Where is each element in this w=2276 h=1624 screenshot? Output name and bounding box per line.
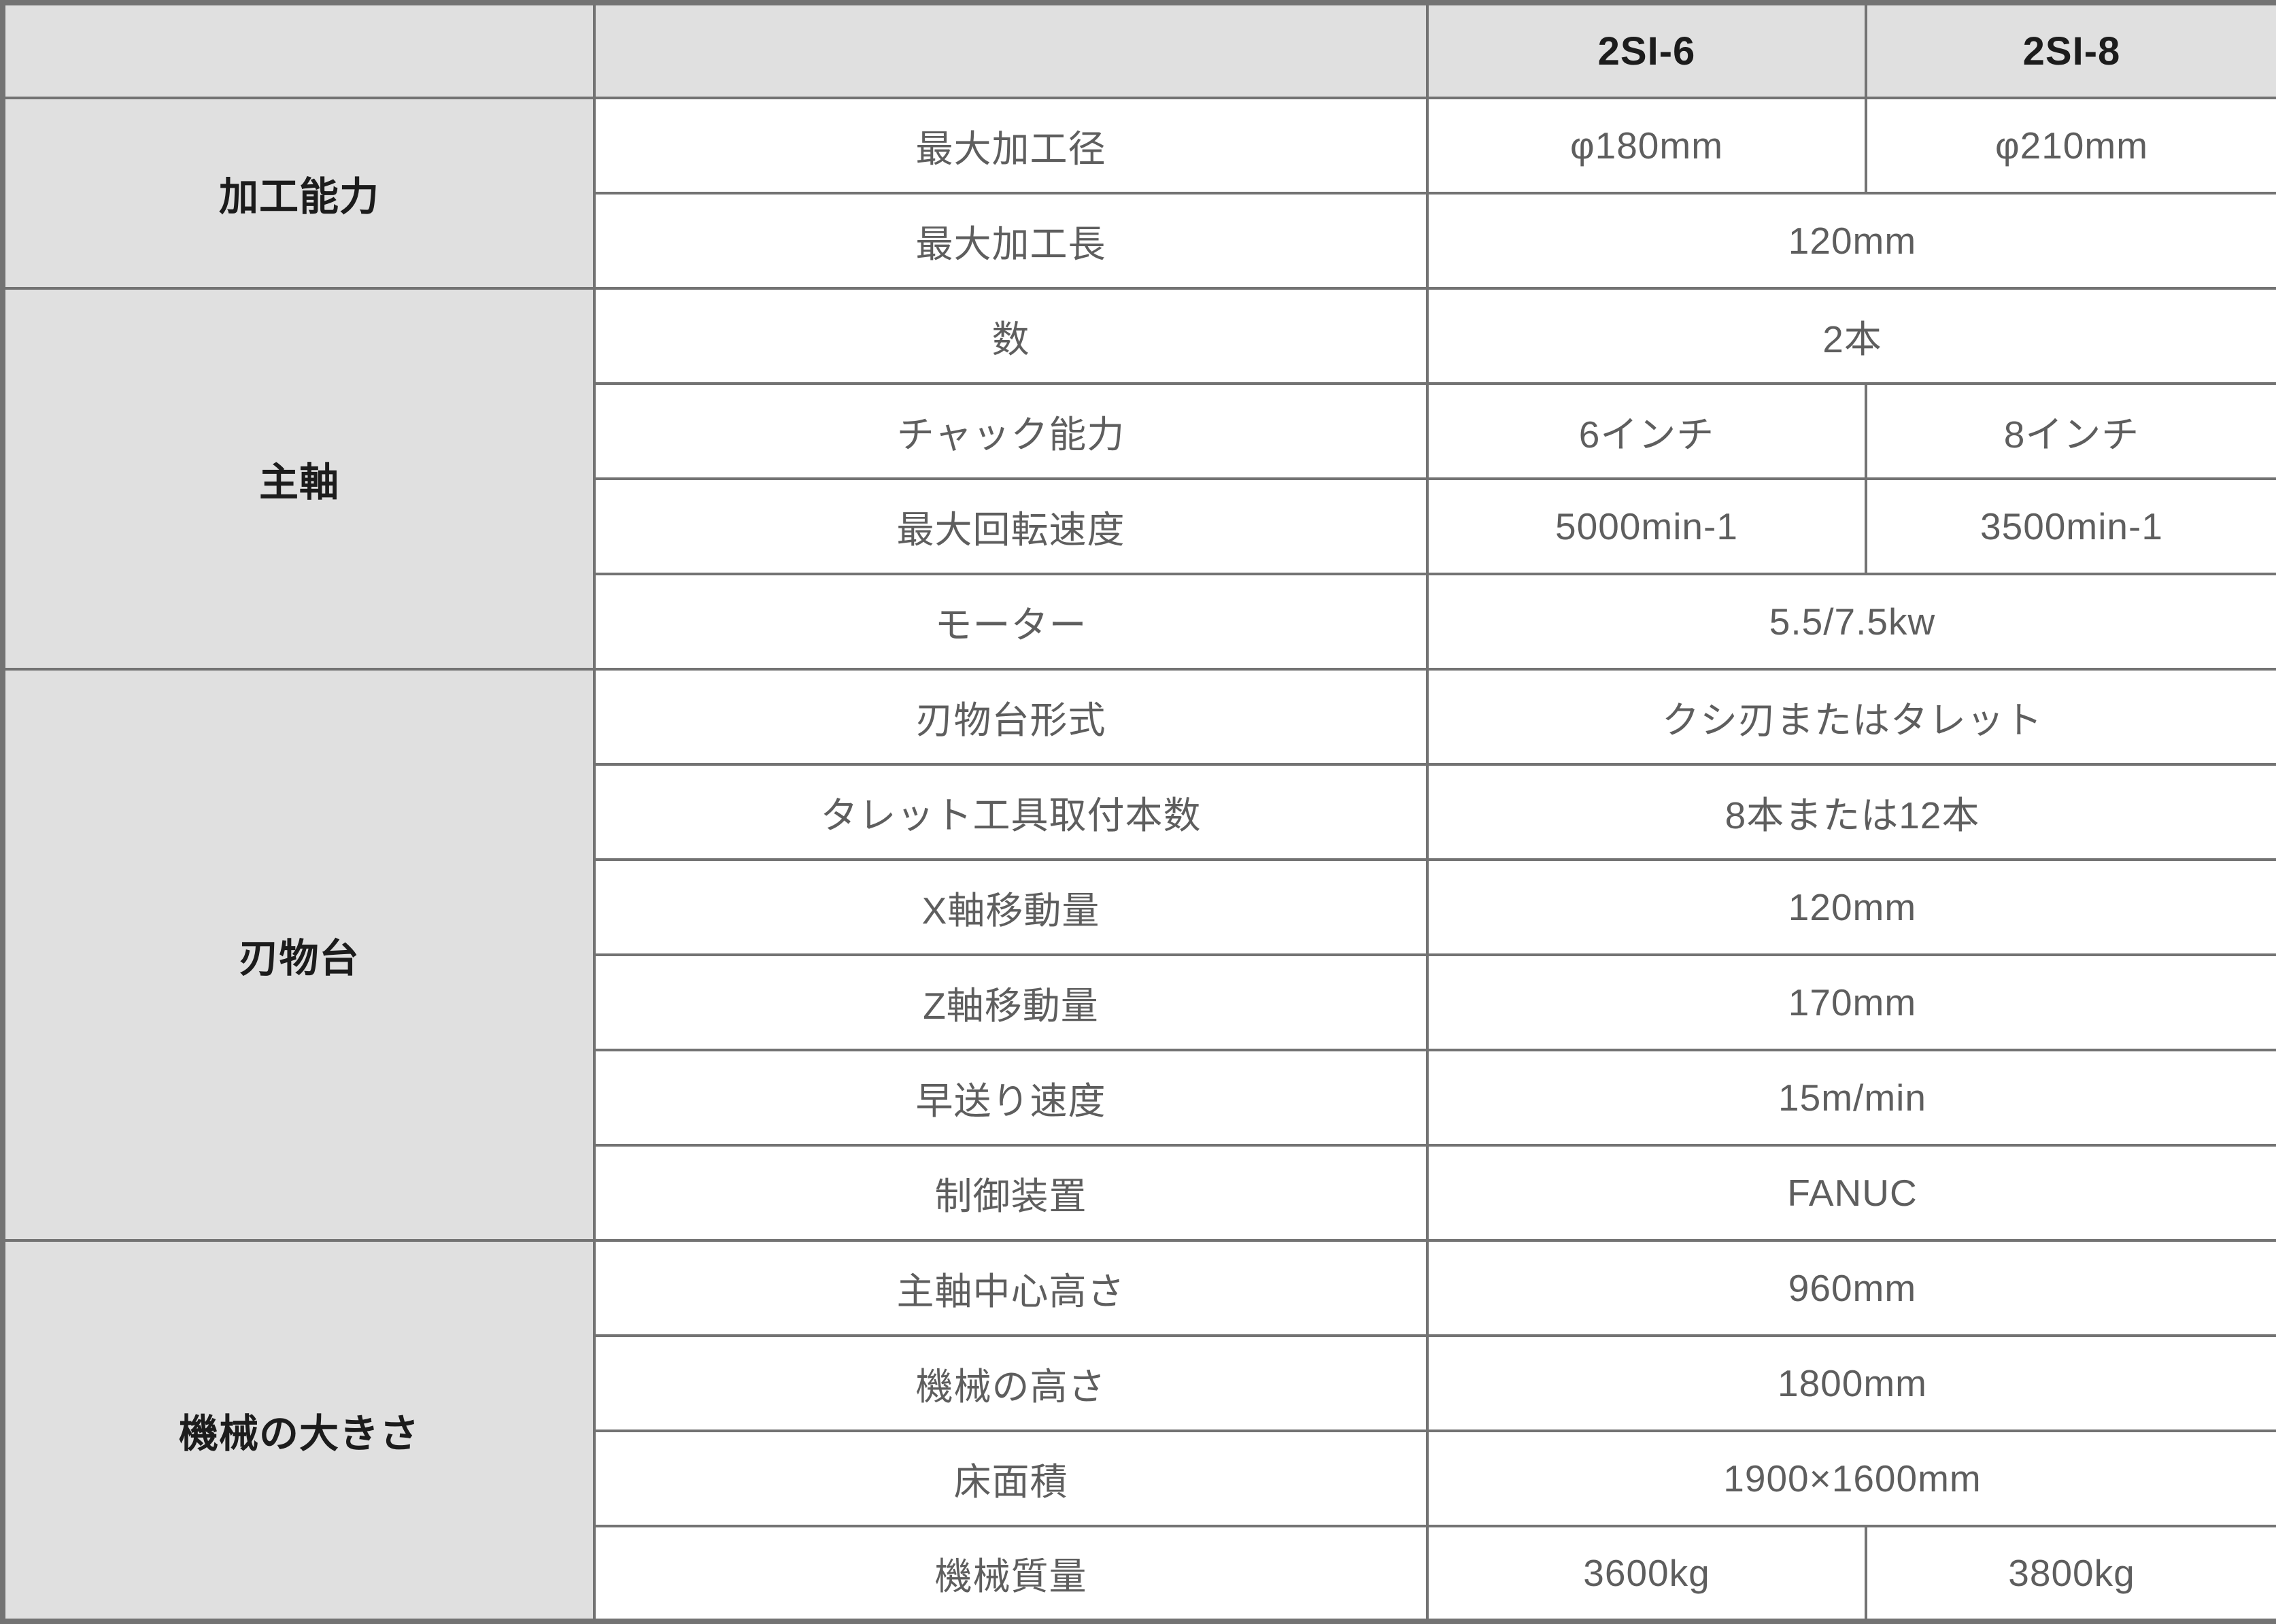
table-row: タレット工具取付本数 8本または12本 — [3, 763, 2276, 861]
value-spindle-center-height-shared: 960mm — [1426, 1239, 2276, 1337]
value-max-machining-diameter-2si6: φ180mm — [1426, 97, 1867, 194]
value-chuck-capacity-2si6: 6インチ — [1426, 382, 1867, 480]
table-row: Z軸移動量 170mm — [3, 953, 2276, 1051]
value-chuck-capacity-2si8: 8インチ — [1865, 382, 2276, 480]
header-blank-label-cell — [593, 1, 1429, 99]
label-turret-tool-count: タレット工具取付本数 — [593, 763, 1429, 861]
table-row: 最大加工長 120mm — [3, 192, 2276, 290]
label-control-unit: 制御装置 — [593, 1144, 1429, 1242]
header-row: 2SI-6 2SI-8 — [1, 1, 2276, 99]
value-z-axis-travel-shared: 170mm — [1426, 953, 2276, 1051]
label-spindle-center-height: 主軸中心高さ — [593, 1239, 1429, 1337]
value-tool-post-type-shared: クシ刃またはタレット — [1426, 668, 2276, 766]
value-turret-tool-count-shared: 8本または12本 — [1426, 763, 2276, 861]
value-x-axis-travel-shared: 120mm — [1426, 858, 2276, 956]
label-spindle-count: 数 — [593, 287, 1429, 385]
table-row: 最大回転速度 5000min-1 3500min-1 — [3, 477, 2276, 575]
col-header-model-2si8: 2SI-8 — [1865, 1, 2276, 99]
section-cell-tool-post: 刃物台 — [1, 668, 596, 1242]
table-row: モーター 5.5/7.5kw — [3, 573, 2276, 671]
section-cell-machine-size: 機械の大きさ — [1, 1239, 596, 1623]
label-z-axis-travel: Z軸移動量 — [593, 953, 1429, 1051]
table-row: 早送り速度 15m/min — [3, 1049, 2276, 1147]
table-row: 制御装置 FANUC — [3, 1144, 2276, 1242]
table-row: チャック能力 6インチ 8インチ — [3, 382, 2276, 480]
value-max-rotation-speed-2si6: 5000min-1 — [1426, 477, 1867, 575]
table-row: X軸移動量 120mm — [3, 858, 2276, 956]
table-row: 主軸 数 2本 — [1, 287, 2276, 671]
value-motor-shared: 5.5/7.5kw — [1426, 573, 2276, 671]
label-rapid-feed-rate: 早送り速度 — [593, 1049, 1429, 1147]
label-x-axis-travel: X軸移動量 — [593, 858, 1429, 956]
section-cell-machining-capacity: 加工能力 — [1, 97, 596, 290]
label-floor-space: 床面積 — [593, 1430, 1429, 1527]
label-max-machining-diameter: 最大加工径 — [593, 97, 1429, 194]
value-spindle-count-shared: 2本 — [1426, 287, 2276, 385]
value-control-unit-shared: FANUC — [1426, 1144, 2276, 1242]
value-max-machining-length-shared: 120mm — [1426, 192, 2276, 290]
section-cell-spindle: 主軸 — [1, 287, 596, 671]
label-max-rotation-speed: 最大回転速度 — [593, 477, 1429, 575]
value-floor-space-shared: 1900×1600mm — [1426, 1430, 2276, 1527]
label-machine-height: 機械の高さ — [593, 1334, 1429, 1432]
table-row: 床面積 1900×1600mm — [3, 1430, 2276, 1527]
value-rapid-feed-rate-shared: 15m/min — [1426, 1049, 2276, 1147]
label-motor: モーター — [593, 573, 1429, 671]
table-row: 刃物台 刃物台形式 クシ刃またはタレット — [1, 668, 2276, 1242]
col-header-model-2si6: 2SI-6 — [1426, 1, 1867, 99]
value-max-machining-diameter-2si8: φ210mm — [1865, 97, 2276, 194]
label-chuck-capacity: チャック能力 — [593, 382, 1429, 480]
table-row: 機械の大きさ 主軸中心高さ 960mm — [1, 1239, 2276, 1623]
table-row: 機械質量 3600kg 3800kg — [3, 1525, 2276, 1623]
table-row: 加工能力 最大加工径 φ180mm φ210mm — [1, 97, 2276, 290]
table-row: 機械の高さ 1800mm — [3, 1334, 2276, 1432]
value-machine-weight-2si8: 3800kg — [1865, 1525, 2276, 1623]
header-blank-section-cell — [1, 1, 596, 99]
value-machine-weight-2si6: 3600kg — [1426, 1525, 1867, 1623]
value-machine-height-shared: 1800mm — [1426, 1334, 2276, 1432]
label-max-machining-length: 最大加工長 — [593, 192, 1429, 290]
value-max-rotation-speed-2si8: 3500min-1 — [1865, 477, 2276, 575]
label-machine-weight: 機械質量 — [593, 1525, 1429, 1623]
label-tool-post-type: 刃物台形式 — [593, 668, 1429, 766]
